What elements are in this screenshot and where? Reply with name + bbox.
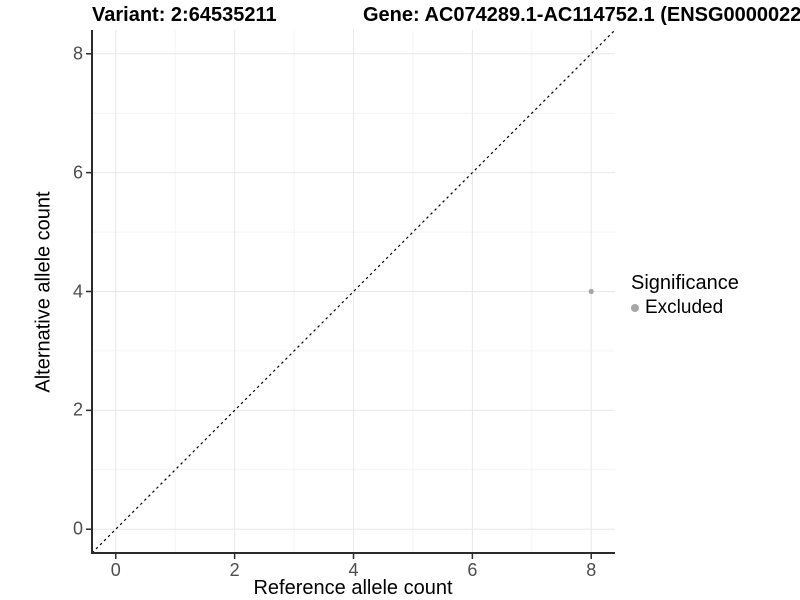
data-point[interactable] [588,288,594,295]
y-tick-label: 8 [72,43,83,64]
variant-title: Variant: 2:64535211 [92,4,277,26]
x-tick-label: 6 [467,560,478,580]
x-tick-label: 0 [110,560,121,580]
identity-reference-line [91,29,616,554]
x-tick-label: 8 [586,560,597,580]
gene-title: Gene: AC074289.1-AC114752.1 (ENSG0000022 [363,4,800,26]
y-tick-label: 0 [72,518,83,539]
x-tick-label: 2 [229,560,240,580]
x-tick-label: 4 [348,560,359,580]
y-tick-label: 4 [72,281,83,301]
y-axis-title: Alternative allele count [32,191,55,393]
legend-item-label: Excluded [645,297,724,318]
legend-key-dot [631,304,639,312]
legend: Significance Excluded [631,272,739,319]
legend-title: Significance [631,272,739,294]
x-axis-title: Reference allele count [253,577,453,599]
legend-item-excluded: Excluded [631,297,739,319]
y-tick-label: 2 [72,399,83,420]
y-tick-label: 6 [72,162,83,183]
